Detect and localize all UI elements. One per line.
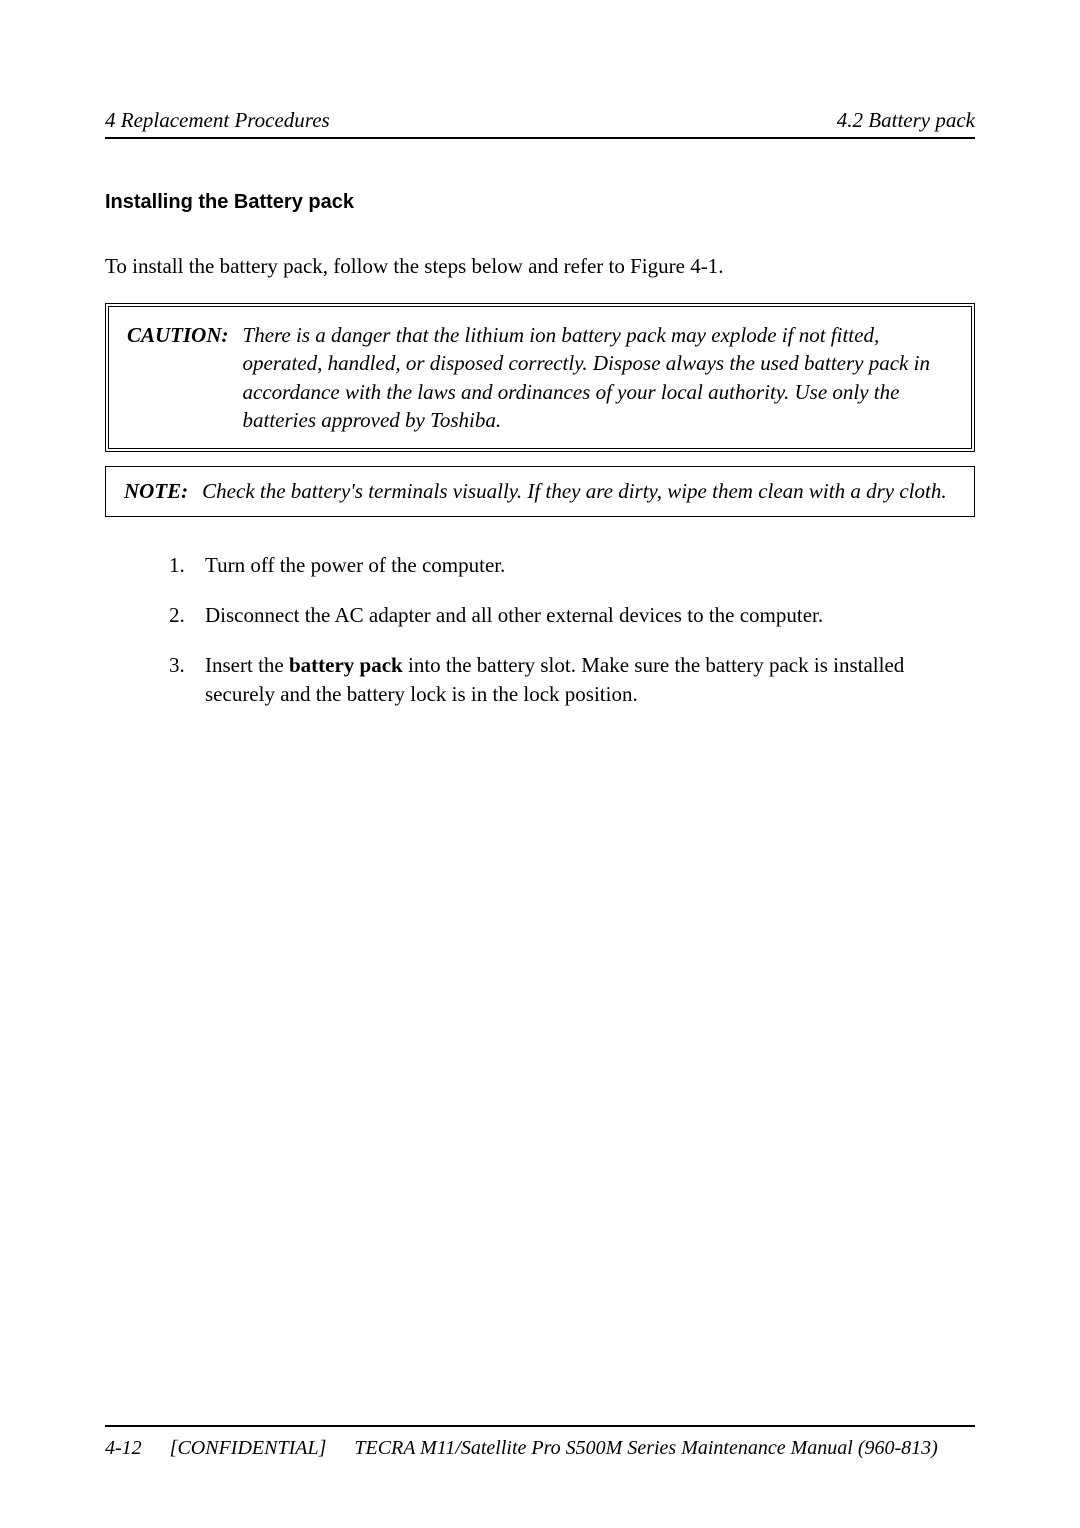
step-3: Insert the battery pack into the battery… xyxy=(169,651,975,708)
header-left: 4 Replacement Procedures xyxy=(105,108,330,133)
caution-box: CAUTION: There is a danger that the lith… xyxy=(105,303,975,452)
footer-page-number: 4-12 xyxy=(105,1437,142,1460)
steps-list: Turn off the power of the computer. Disc… xyxy=(105,551,975,708)
step-1: Turn off the power of the computer. xyxy=(169,551,975,579)
footer: 4-12 [CONFIDENTIAL] TECRA M11/Satellite … xyxy=(105,1425,975,1460)
note-label: NOTE: xyxy=(124,477,188,505)
running-header: 4 Replacement Procedures 4.2 Battery pac… xyxy=(105,108,975,139)
caution-label: CAUTION: xyxy=(127,321,229,434)
step-3-prefix: Insert the xyxy=(205,653,289,677)
section-heading: Installing the Battery pack xyxy=(105,191,975,214)
note-text: Check the battery's terminals visually. … xyxy=(202,477,946,505)
footer-manual-title: TECRA M11/Satellite Pro S500M Series Mai… xyxy=(354,1437,937,1460)
footer-confidential: [CONFIDENTIAL] xyxy=(170,1437,327,1460)
step-3-bold: battery pack xyxy=(289,653,403,677)
step-2: Disconnect the AC adapter and all other … xyxy=(169,601,975,629)
footer-rule xyxy=(105,1425,975,1427)
caution-text: There is a danger that the lithium ion b… xyxy=(243,321,953,434)
header-right: 4.2 Battery pack xyxy=(837,108,975,133)
intro-paragraph: To install the battery pack, follow the … xyxy=(105,254,975,279)
note-box: NOTE: Check the battery's terminals visu… xyxy=(105,466,975,516)
